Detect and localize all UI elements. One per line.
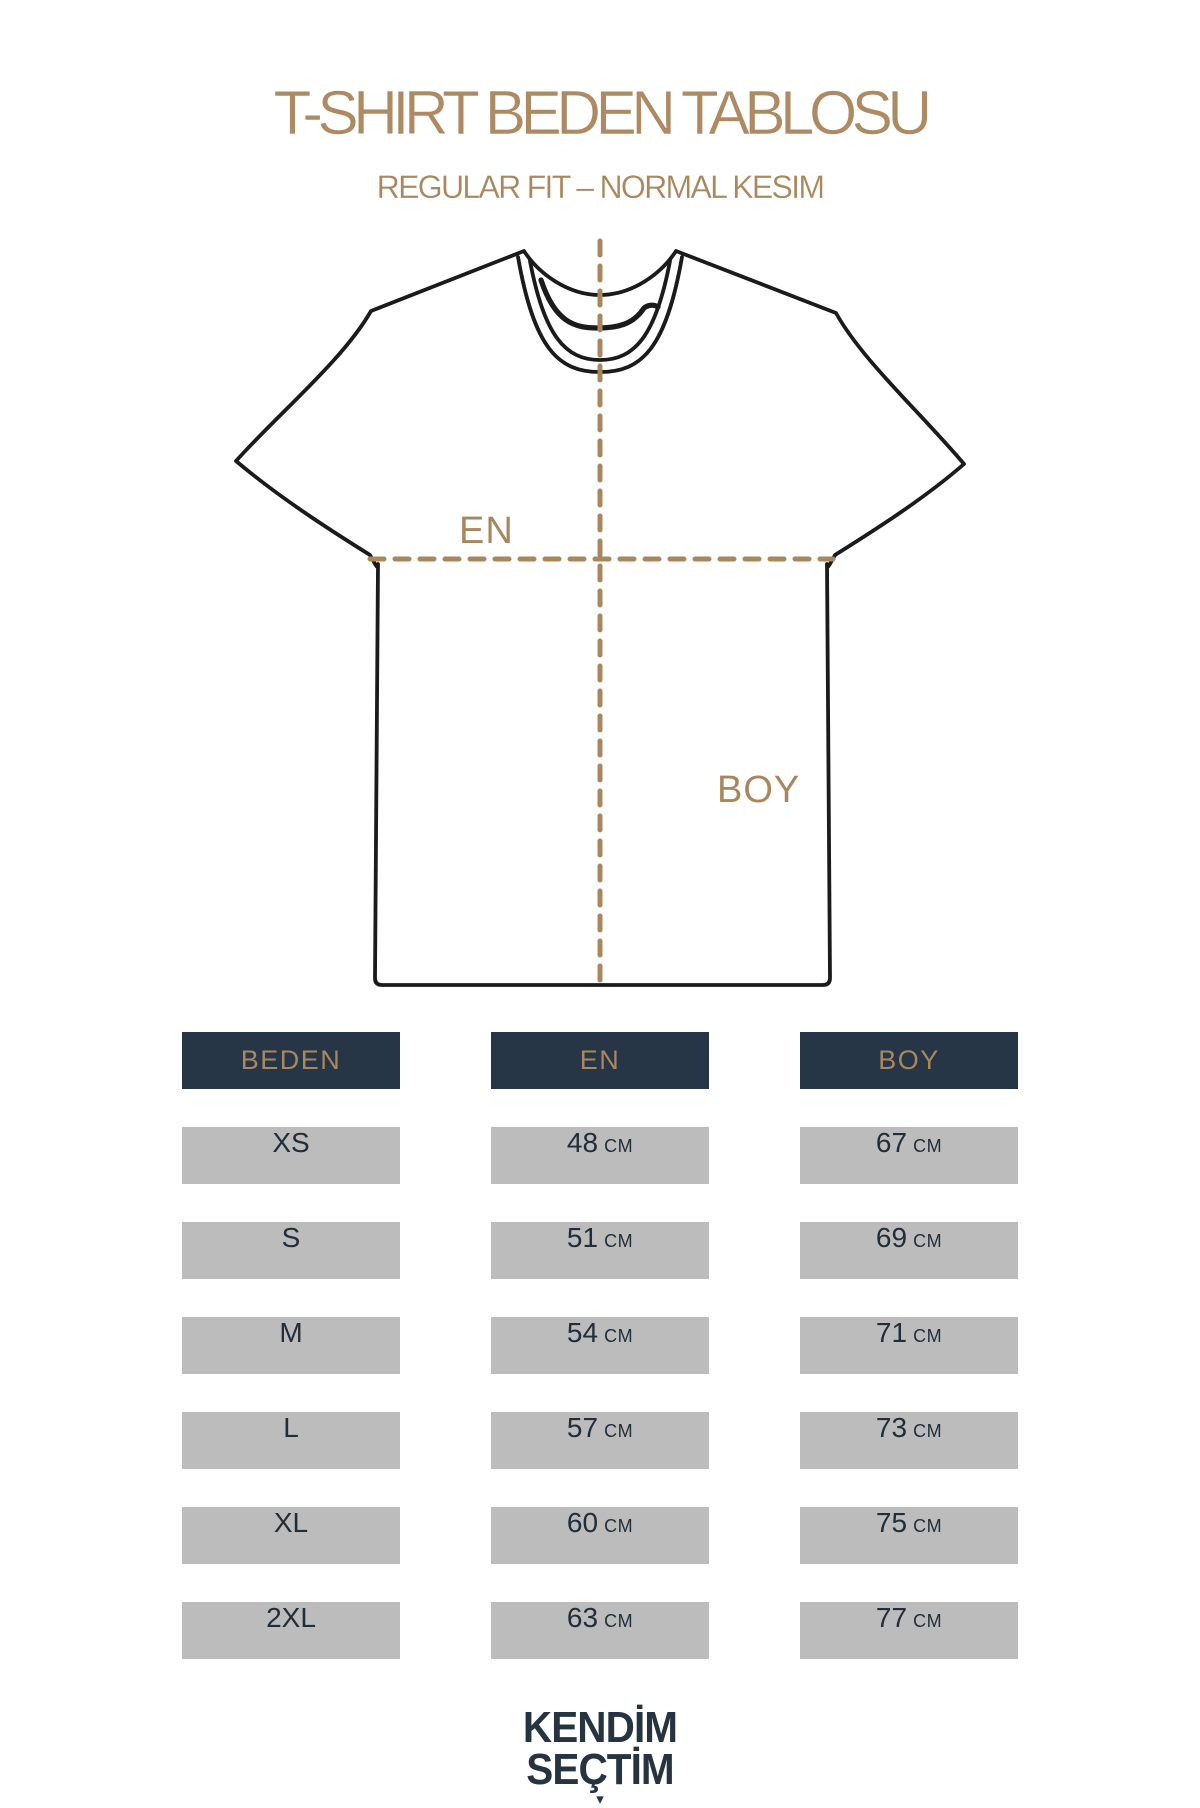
svg-text:BOY: BOY	[717, 769, 800, 811]
svg-text:EN: EN	[459, 510, 514, 552]
